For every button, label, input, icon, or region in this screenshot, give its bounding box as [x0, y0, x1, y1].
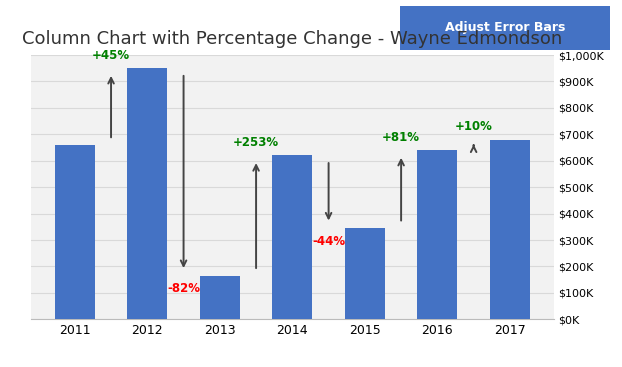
Text: +10%: +10%	[455, 120, 493, 133]
Text: +81%: +81%	[382, 131, 420, 143]
Bar	[128, 68, 167, 319]
Bar	[417, 150, 457, 319]
Text: +253%: +253%	[233, 136, 279, 149]
Text: Adjust Error Bars: Adjust Error Bars	[445, 22, 565, 34]
Bar	[490, 139, 530, 319]
Bar	[200, 276, 239, 319]
Bar	[55, 145, 95, 319]
Bar	[272, 156, 312, 319]
Bar	[345, 228, 385, 319]
Text: -82%: -82%	[167, 282, 200, 295]
Text: -44%: -44%	[312, 235, 345, 248]
Text: +45%: +45%	[92, 49, 130, 62]
Title: Column Chart with Percentage Change - Wayne Edmondson: Column Chart with Percentage Change - Wa…	[22, 30, 562, 48]
